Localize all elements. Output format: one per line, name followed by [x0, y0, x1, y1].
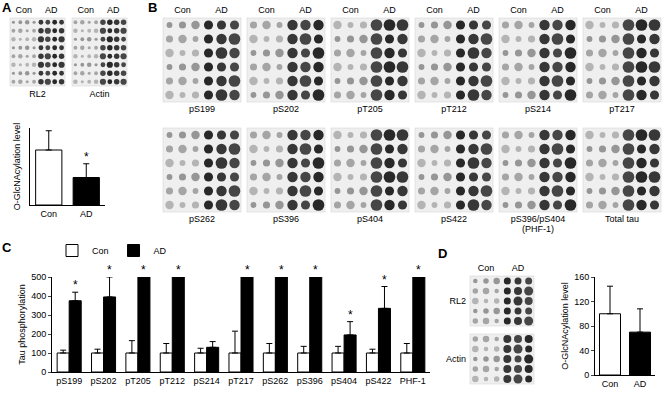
svg-text:AD: AD	[467, 5, 480, 15]
svg-text:pS422: pS422	[365, 376, 391, 386]
svg-text:RL2: RL2	[29, 89, 46, 99]
svg-text:RL2: RL2	[449, 296, 466, 306]
svg-text:Tau phosphorylation: Tau phosphorylation	[17, 284, 27, 365]
svg-text:pS199: pS199	[189, 104, 215, 114]
svg-text:B: B	[148, 0, 157, 15]
svg-text:pS396: pS396	[297, 376, 323, 386]
svg-text:*: *	[73, 278, 78, 292]
svg-text:Total tau: Total tau	[605, 214, 639, 224]
svg-text:AD: AD	[512, 263, 525, 273]
svg-text:AD: AD	[299, 5, 312, 15]
svg-text:pS214: pS214	[525, 104, 551, 114]
svg-text:pS396: pS396	[273, 214, 299, 224]
svg-text:*: *	[176, 263, 181, 277]
svg-text:500: 500	[31, 272, 46, 282]
svg-text:AD: AD	[635, 5, 648, 15]
svg-text:Con: Con	[342, 5, 359, 15]
svg-text:160: 160	[574, 272, 589, 282]
svg-text:pS396/pS404: pS396/pS404	[511, 214, 566, 224]
svg-text:200: 200	[31, 329, 46, 339]
svg-text:pS404: pS404	[357, 214, 383, 224]
svg-text:Con: Con	[15, 5, 32, 15]
svg-text:Con: Con	[92, 246, 109, 256]
svg-text:A: A	[2, 0, 12, 15]
svg-text:0: 0	[41, 367, 46, 377]
svg-text:O-GlcNAcylation level: O-GlcNAcylation level	[12, 123, 22, 211]
svg-text:AD: AD	[107, 5, 120, 15]
svg-text:pS404: pS404	[331, 376, 357, 386]
svg-text:*: *	[279, 263, 284, 277]
svg-text:*: *	[245, 263, 250, 277]
svg-text:AD: AD	[80, 209, 93, 219]
svg-text:Actin: Actin	[446, 354, 466, 364]
svg-text:AD: AD	[383, 5, 396, 15]
svg-text:Con: Con	[478, 263, 495, 273]
svg-text:(PHF-1): (PHF-1)	[522, 224, 554, 234]
svg-text:pT217: pT217	[609, 104, 635, 114]
svg-text:*: *	[348, 308, 353, 322]
svg-text:Con: Con	[426, 5, 443, 15]
svg-text:PHF-1: PHF-1	[400, 376, 426, 386]
svg-text:*: *	[84, 150, 89, 164]
svg-text:AD: AD	[551, 5, 564, 15]
svg-text:Con: Con	[40, 209, 57, 219]
svg-text:pS214: pS214	[194, 376, 220, 386]
svg-text:pS262: pS262	[262, 376, 288, 386]
svg-text:Con: Con	[77, 5, 94, 15]
svg-text:O-GlcNAcylation level: O-GlcNAcylation level	[560, 282, 570, 370]
svg-text:*: *	[141, 263, 146, 277]
svg-text:100: 100	[31, 348, 46, 358]
svg-text:pS202: pS202	[91, 376, 117, 386]
svg-text:AD: AD	[634, 379, 647, 389]
svg-text:*: *	[107, 263, 112, 277]
svg-text:pT205: pT205	[125, 376, 151, 386]
svg-text:Con: Con	[174, 5, 191, 15]
svg-text:pS199: pS199	[56, 376, 82, 386]
svg-text:Con: Con	[510, 5, 527, 15]
svg-text:pS422: pS422	[441, 214, 467, 224]
svg-text:pS202: pS202	[273, 104, 299, 114]
svg-text:40: 40	[579, 346, 589, 356]
svg-text:AD: AD	[215, 5, 228, 15]
svg-text:80: 80	[579, 321, 589, 331]
svg-text:Con: Con	[258, 5, 275, 15]
svg-text:pT217: pT217	[228, 376, 254, 386]
svg-text:400: 400	[31, 291, 46, 301]
svg-text:pT205: pT205	[357, 104, 383, 114]
svg-text:D: D	[438, 246, 447, 261]
svg-text:300: 300	[31, 310, 46, 320]
svg-text:pT212: pT212	[160, 376, 186, 386]
svg-text:AD: AD	[45, 5, 58, 15]
svg-text:pT212: pT212	[441, 104, 467, 114]
svg-text:Con: Con	[602, 379, 619, 389]
svg-text:120: 120	[574, 297, 589, 307]
svg-text:C: C	[2, 240, 12, 255]
svg-text:0: 0	[584, 370, 589, 380]
svg-text:pS262: pS262	[189, 214, 215, 224]
svg-text:*: *	[416, 263, 421, 277]
svg-text:Actin: Actin	[89, 89, 109, 99]
svg-text:AD: AD	[154, 246, 167, 256]
svg-text:*: *	[382, 273, 387, 287]
svg-text:*: *	[313, 263, 318, 277]
svg-text:Con: Con	[594, 5, 611, 15]
